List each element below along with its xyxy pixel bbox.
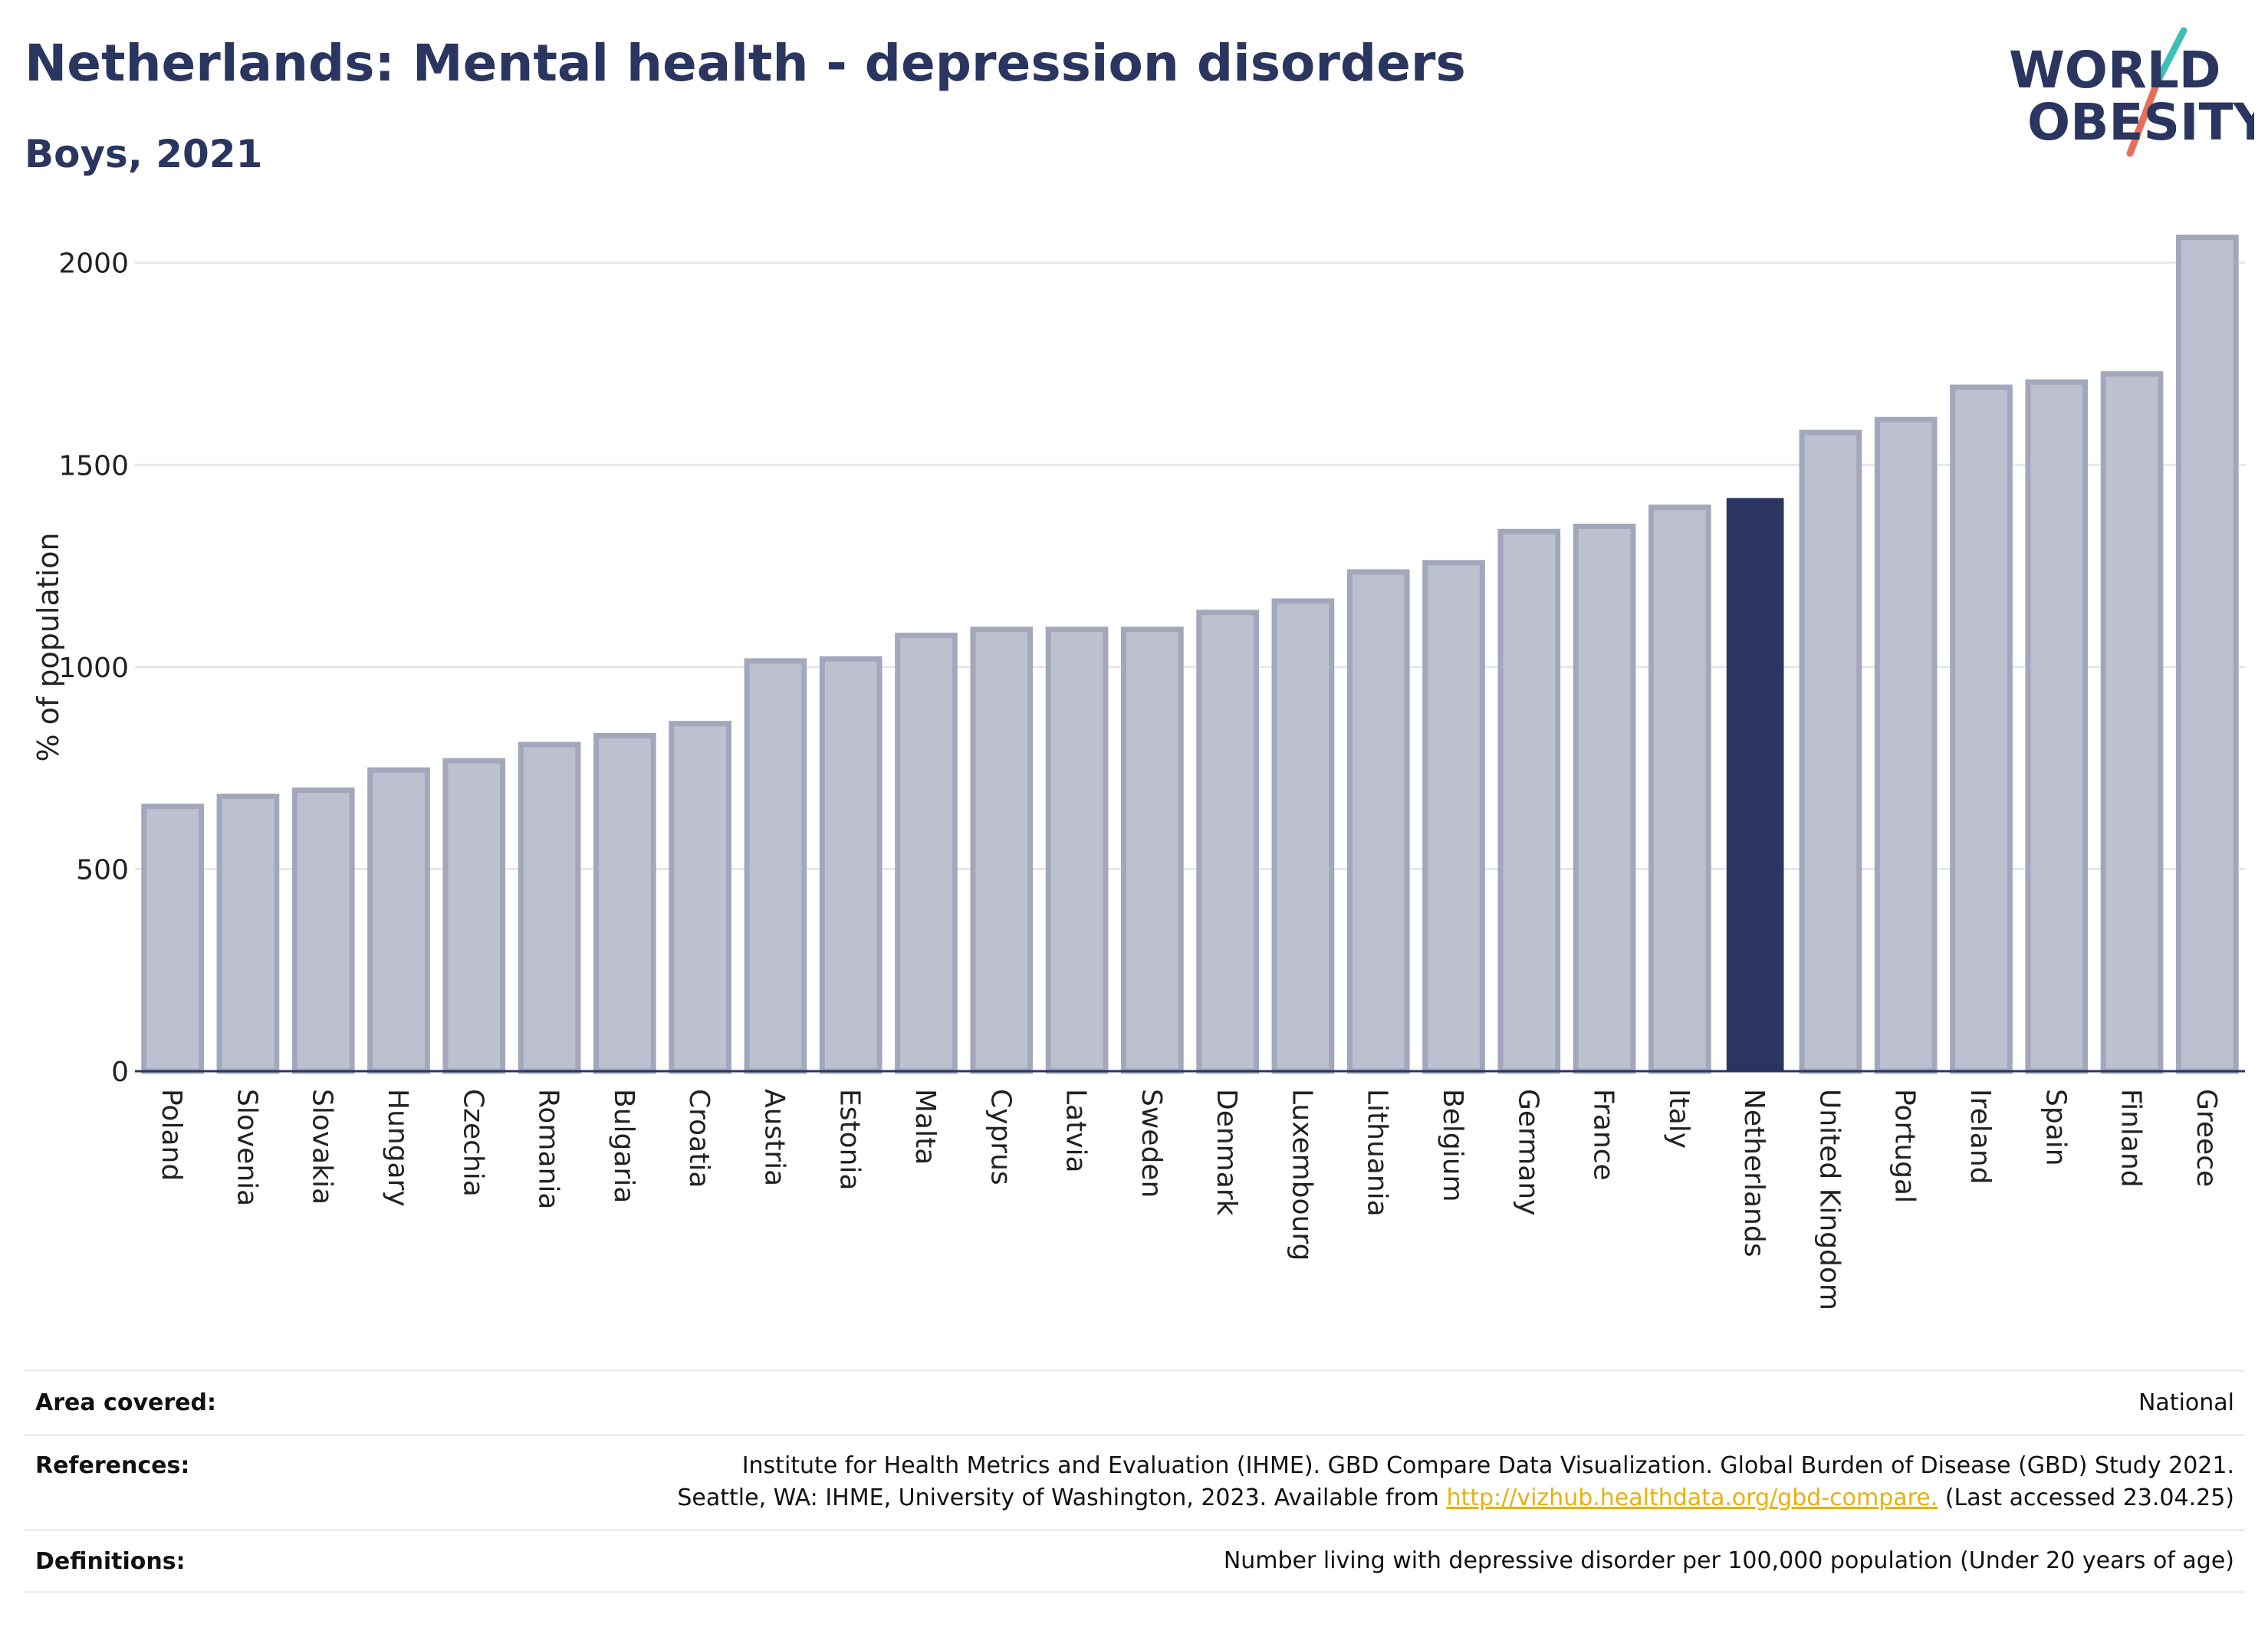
bar-belgium — [1422, 560, 1485, 1074]
x-tick-label: Lithuania — [1362, 1089, 1393, 1217]
bar-greece — [2176, 235, 2239, 1074]
bar-poland — [141, 804, 204, 1074]
chart-subtitle: Boys, 2021 — [25, 132, 263, 176]
x-tick-label: Malta — [909, 1089, 941, 1165]
y-tick-label: 2000 — [58, 248, 129, 280]
x-tick-label: Spain — [2040, 1089, 2071, 1166]
bar-germany — [1497, 528, 1561, 1074]
x-tick-label: Germany — [1512, 1089, 1543, 1215]
x-tick-label: Czechia — [457, 1089, 488, 1197]
x-tick-labels: Poland Slovenia Slovakia Hungary Czechia Roma… — [156, 1089, 2222, 1310]
footer-row-references: References: Institute for Health Metrics… — [25, 1434, 2245, 1529]
y-axis-label: % of population — [31, 532, 65, 761]
x-tick-label: Bulgaria — [608, 1089, 639, 1203]
bars — [141, 235, 2239, 1074]
x-tick-label: Ireland — [1964, 1089, 1996, 1185]
x-tick-label: Portugal — [1889, 1089, 1921, 1203]
x-tick-label: United Kingdom — [1813, 1089, 1845, 1310]
footer-row-area: Area covered: National — [25, 1369, 2245, 1434]
bar-croatia — [669, 721, 731, 1074]
logo-line1: WORLD — [2009, 41, 2221, 100]
x-tick-label: Slovakia — [307, 1089, 338, 1205]
bar-malta — [895, 633, 958, 1074]
bar-latvia — [1045, 626, 1109, 1074]
bar-romania — [518, 741, 581, 1074]
bar-italy — [1648, 505, 1711, 1074]
references-link[interactable]: http://vizhub.healthdata.org/gbd-compare… — [1446, 1484, 1938, 1511]
bar-austria — [744, 658, 807, 1074]
bar-france — [1573, 523, 1636, 1074]
bar-slovenia — [216, 794, 280, 1074]
area-value: National — [2138, 1389, 2234, 1416]
x-tick-label: Netherlands — [1738, 1089, 1770, 1257]
bar-estonia — [819, 656, 883, 1074]
x-tick-label: Croatia — [683, 1089, 715, 1188]
x-tick-label: Finland — [2115, 1089, 2147, 1188]
x-tick-label: Sweden — [1136, 1089, 1167, 1198]
bar-hungary — [367, 767, 430, 1074]
x-tick-label: Italy — [1663, 1089, 1694, 1149]
x-tick-label: Poland — [156, 1089, 187, 1181]
references-line2-post: (Last accessed 23.04.25) — [1938, 1484, 2234, 1511]
bar-chart: 0 500 1000 1500 2000 Poland Slovenia Slovakia H… — [31, 235, 2245, 1310]
bar-finland — [2100, 371, 2164, 1074]
x-tick-label: Luxembourg — [1286, 1089, 1317, 1261]
x-tick-label: Estonia — [834, 1089, 866, 1191]
bar-lithuania — [1346, 569, 1410, 1074]
y-tick-labels: 0 500 1000 1500 2000 — [58, 248, 129, 1088]
y-tick-label: 500 — [76, 854, 129, 886]
references-line2: Seattle, WA: IHME, University of Washing… — [677, 1482, 2234, 1514]
bar-ireland — [1950, 384, 2013, 1074]
y-tick-label: 1500 — [58, 450, 129, 482]
footer-row-definitions: Definitions: Number living with depressi… — [25, 1529, 2245, 1593]
definitions-label: Definitions: — [35, 1547, 186, 1575]
bar-portugal — [1874, 416, 1938, 1074]
references-line1: Institute for Health Metrics and Evaluat… — [741, 1452, 2234, 1479]
y-tick-label: 0 — [111, 1057, 129, 1088]
bar-cyprus — [970, 626, 1034, 1074]
bar-sweden — [1121, 626, 1184, 1074]
x-tick-label: Denmark — [1211, 1089, 1242, 1216]
x-tick-label: Romania — [533, 1089, 564, 1209]
x-tick-label: Slovenia — [231, 1089, 262, 1206]
y-tick-label: 1000 — [58, 653, 129, 684]
references-value: Institute for Health Metrics and Evaluat… — [677, 1450, 2234, 1514]
chart-footer: Area covered: National References: Insti… — [25, 1369, 2245, 1593]
bar-slovakia — [291, 787, 355, 1074]
logo-slash-top — [2154, 27, 2187, 85]
x-tick-label: Hungary — [382, 1089, 413, 1207]
x-tick-label: Cyprus — [984, 1089, 1016, 1185]
bar-czechia — [442, 758, 506, 1074]
area-label: Area covered: — [35, 1389, 216, 1416]
bar-luxembourg — [1271, 598, 1335, 1074]
x-tick-label: Belgium — [1437, 1089, 1468, 1202]
chart-title: Netherlands: Mental health - depression … — [25, 34, 1466, 93]
bar-united-kingdom — [1799, 429, 1862, 1074]
bar-denmark — [1196, 610, 1259, 1074]
logo-line2: OBESITY — [2027, 93, 2254, 152]
world-obesity-logo: WORLD OBESITY — [2009, 27, 2254, 157]
bar-bulgaria — [593, 732, 656, 1074]
bar-netherlands — [1726, 498, 1784, 1071]
references-line2-pre: Seattle, WA: IHME, University of Washing… — [677, 1484, 1447, 1511]
x-tick-label: France — [1588, 1089, 1619, 1181]
x-tick-label: Latvia — [1060, 1089, 1092, 1173]
bar-spain — [2025, 379, 2089, 1074]
x-tick-label: Greece — [2191, 1089, 2222, 1187]
logo-slash-bottom — [2126, 77, 2161, 157]
definitions-value: Number living with depressive disorder p… — [1223, 1547, 2234, 1574]
x-tick-label: Austria — [758, 1089, 790, 1186]
references-label: References: — [35, 1452, 190, 1479]
